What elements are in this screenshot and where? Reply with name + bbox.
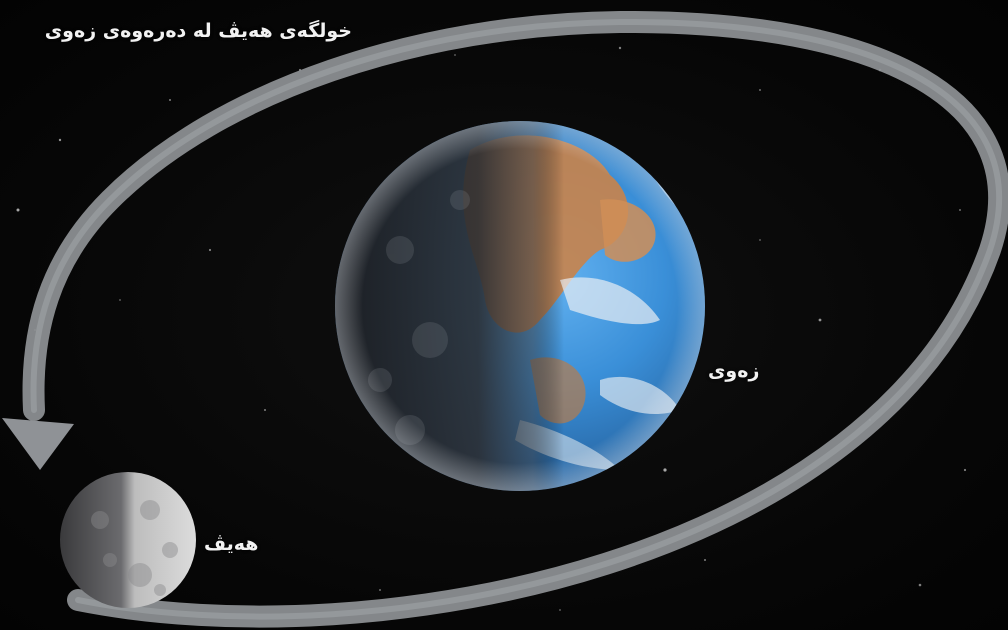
diagram-title: خولگەی هەیڤ لە دەرەوەی زەوی	[44, 20, 352, 42]
moon-globe	[60, 472, 196, 608]
arrow-head	[2, 418, 74, 470]
earth-label: زەوی	[708, 360, 760, 382]
orbit-arrow	[2, 10, 1008, 628]
moon-label: هەیڤ	[204, 533, 259, 555]
earth-globe	[335, 121, 705, 491]
